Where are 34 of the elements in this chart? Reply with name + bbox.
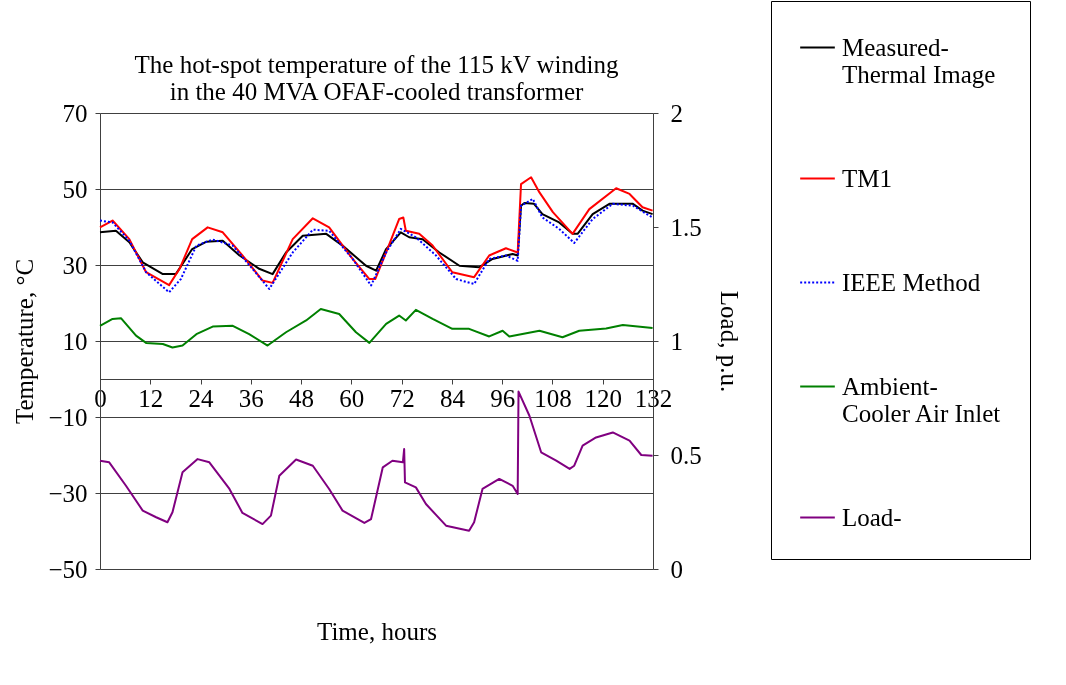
line-series (99, 197, 654, 294)
x-tick-label: 84 (439, 384, 466, 412)
legend-label: Load- (842, 503, 902, 531)
y-tick-label: 50 (62, 175, 88, 203)
y2-tick-label: 2 (670, 99, 683, 127)
y2-tick-label: 0 (670, 555, 683, 583)
x-tick-label: 60 (339, 384, 365, 412)
legend-label: Ambient- Cooler Air Inlet (842, 372, 1001, 427)
x-axis-title: Time, hours (317, 617, 437, 645)
line-series (99, 202, 654, 276)
x-tick-label: 36 (238, 384, 264, 412)
x-tick-label: 96 (490, 384, 516, 412)
y-tick-label: −30 (48, 479, 88, 507)
y2-tick-label: 0.5 (670, 441, 702, 469)
y-tick-label: 30 (62, 251, 88, 279)
legend-label: IEEE Method (842, 268, 981, 296)
x-tick-label: 72 (389, 384, 415, 412)
y2-axis-title: Load, p.u. (715, 290, 743, 393)
y-tick-label: −10 (48, 403, 88, 431)
x-tick-label: 12 (138, 384, 164, 412)
y-tick-label: 10 (62, 327, 88, 355)
x-tick-label: 120 (584, 384, 622, 412)
y2-tick-label: 1 (670, 327, 683, 355)
legend-label: Measured- Thermal Image (842, 33, 996, 88)
x-tick-label: 24 (188, 384, 215, 412)
y2-tick-label: 1.5 (670, 213, 702, 241)
x-tick-label: 108 (534, 384, 572, 412)
y-axis-title: Temperature, °C (11, 258, 39, 425)
y-tick-label: 70 (62, 99, 88, 127)
legend-label: TM1 (842, 164, 892, 192)
line-series (99, 176, 654, 287)
y-tick-label: −50 (48, 555, 88, 583)
chart-title: The hot-spot temperature of the 115 kV winding in the 40 MVA OFAF-cooled transformer (134, 50, 619, 105)
x-tick-label: 48 (289, 384, 315, 412)
